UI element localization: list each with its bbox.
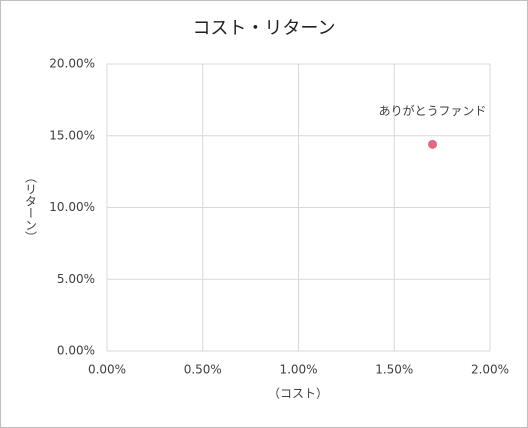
- chart-title: コスト・リターン: [192, 18, 335, 39]
- y-axis-label: （リターン）: [24, 171, 38, 243]
- y-tick-label: 5.00%: [57, 272, 95, 286]
- x-tick-label: 2.00%: [471, 363, 509, 377]
- y-tick-label: 15.00%: [49, 128, 95, 142]
- x-tick-label: 1.50%: [375, 363, 413, 377]
- y-tick-label: 20.00%: [49, 57, 95, 71]
- y-tick-label: 10.00%: [49, 200, 95, 214]
- point: [428, 139, 438, 149]
- x-axis-label: （コスト）: [268, 387, 328, 401]
- x-tick-label: 0.50%: [184, 363, 222, 377]
- x-tick-label: 0.00%: [88, 363, 126, 377]
- x-tick-label: 1.00%: [279, 363, 317, 377]
- y-tick-label: 0.00%: [57, 344, 95, 358]
- data-label: ありがとうファンド: [379, 103, 487, 118]
